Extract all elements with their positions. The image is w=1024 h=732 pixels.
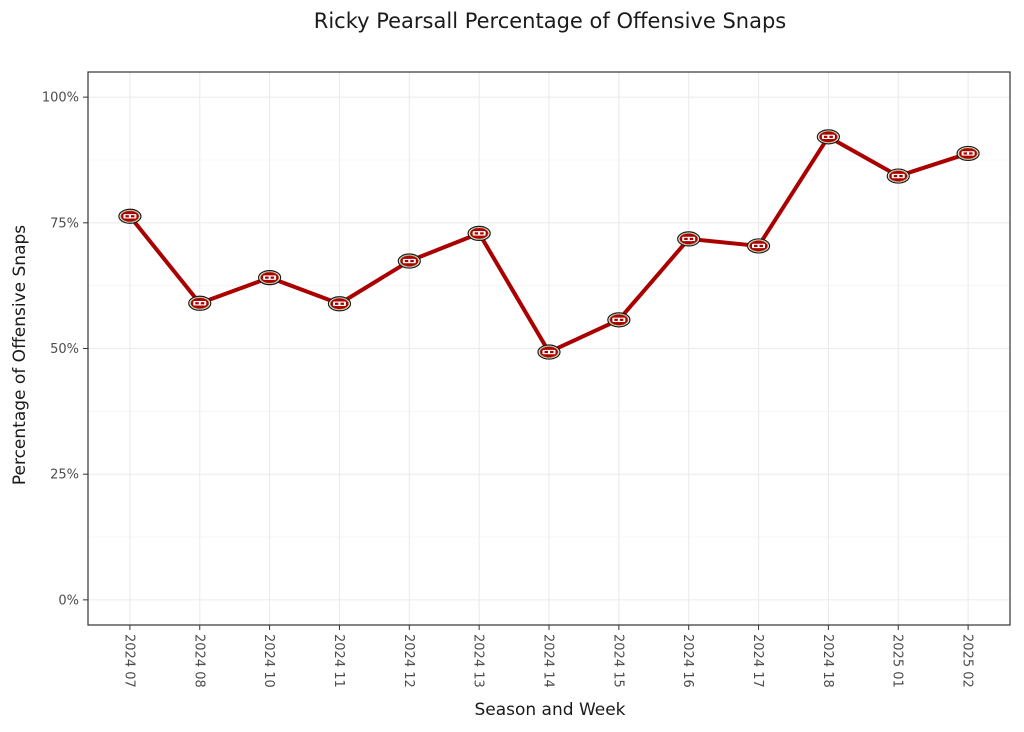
y-tick-label: 0%: [58, 593, 79, 608]
logo-letter-s: [125, 215, 129, 218]
gridlines: [88, 72, 1010, 625]
x-axis: 2024 07 2024 08 2024 10 2024 11 2024 12 2024 …: [121, 625, 975, 688]
logo-band: [542, 349, 556, 355]
logo-letter-s: [614, 318, 618, 321]
x-tick-label: 2025 01: [890, 634, 905, 688]
x-tick-label: 2024 12: [401, 634, 416, 688]
data-point-2024-18: [816, 129, 840, 145]
y-tick-label: 25%: [50, 468, 79, 483]
logo-band: [332, 301, 346, 306]
x-tick-label: 2024 18: [820, 634, 835, 688]
logo-band: [682, 236, 696, 242]
logo-letter-s: [754, 244, 758, 248]
logo-band: [263, 275, 277, 280]
data-point-2024-13: [467, 225, 491, 241]
logo-band: [123, 214, 137, 219]
logo-letter-f: [410, 259, 414, 263]
logo-letter-f: [130, 215, 135, 218]
data-point-2024-12: [397, 253, 421, 269]
logo-letter-f: [340, 302, 344, 305]
logo-letter-f: [550, 350, 554, 354]
logo-letter-f: [270, 276, 275, 279]
logo-letter-f: [969, 152, 973, 155]
data-point-2025-02: [956, 145, 980, 162]
logo-band: [193, 301, 207, 306]
logo-letter-s: [404, 259, 409, 263]
x-tick-label: 2024 16: [680, 634, 695, 688]
data-point-2024-14: [537, 344, 561, 360]
chart-title: Ricky Pearsall Percentage of Offensive S…: [314, 9, 787, 33]
x-tick-label: 2024 17: [750, 634, 765, 688]
logo-letter-f: [899, 174, 903, 178]
data-point-2024-11: [327, 296, 352, 312]
logo-letter-f: [759, 244, 764, 248]
y-tick-label: 50%: [50, 342, 79, 357]
data-point-2024-15: [607, 312, 631, 328]
logo-band: [891, 173, 905, 179]
logo-letter-f: [200, 302, 205, 305]
logo-letter-s: [963, 152, 968, 155]
logo-letter-s: [474, 232, 479, 235]
x-tick-label: 2024 11: [331, 634, 346, 688]
logo-letter-s: [334, 302, 339, 305]
logo-band: [472, 231, 486, 236]
logo-band: [961, 151, 975, 156]
data-point-2024-07: [118, 208, 142, 224]
data-point-2024-16: [677, 231, 701, 247]
data-point-2024-17: [746, 238, 771, 254]
logo-letter-s: [265, 276, 269, 279]
logo-letter-s: [823, 135, 828, 138]
x-tick-label: 2025 02: [960, 634, 975, 688]
logo-band: [821, 134, 835, 140]
logo-letter-s: [684, 237, 688, 241]
data-point-2025-01: [886, 168, 910, 184]
y-axis: 0% 25% 50% 75% 100%: [42, 91, 88, 608]
y-tick-label: 100%: [42, 91, 79, 106]
logo-letter-f: [689, 237, 694, 241]
logo-letter-s: [544, 350, 548, 354]
logo-letter-f: [619, 318, 624, 321]
x-tick-label: 2024 07: [121, 634, 136, 688]
y-tick-label: 75%: [50, 216, 79, 231]
logo-letter-s: [893, 174, 898, 178]
x-tick-label: 2024 10: [261, 634, 276, 688]
logo-band: [752, 243, 766, 249]
data-point-2024-08: [188, 295, 212, 311]
point-markers: [118, 129, 980, 360]
logo-letter-s: [195, 302, 199, 305]
data-point-2024-10: [258, 270, 282, 286]
logo-letter-f: [480, 232, 484, 235]
y-axis-title: Percentage of Offensive Snaps: [10, 225, 30, 485]
x-tick-label: 2024 08: [191, 634, 206, 688]
x-tick-label: 2024 15: [610, 634, 625, 688]
logo-letter-f: [829, 135, 833, 138]
logo-band: [612, 317, 626, 323]
x-tick-label: 2024 14: [541, 634, 556, 688]
x-axis-title: Season and Week: [474, 700, 625, 720]
x-tick-label: 2024 13: [471, 634, 486, 688]
logo-band: [402, 258, 416, 264]
